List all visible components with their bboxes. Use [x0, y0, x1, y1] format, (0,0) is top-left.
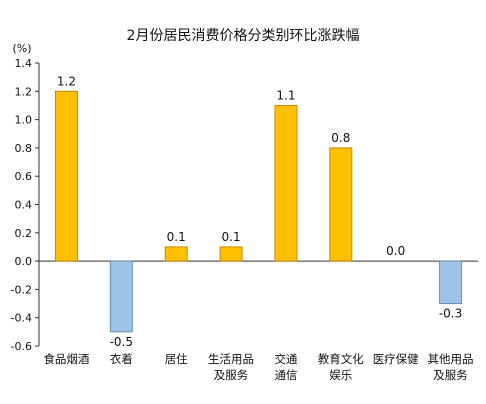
- y-tick-label: 1.2: [15, 85, 33, 98]
- y-tick-label: 0.8: [15, 142, 33, 155]
- x-tick-label: 医疗保健: [373, 352, 419, 366]
- y-tick-label: 1.0: [15, 114, 33, 127]
- y-axis-unit-label: (%): [12, 42, 31, 55]
- y-tick-label: 0.0: [15, 255, 33, 268]
- y-tick-label: 0.6: [15, 170, 33, 183]
- bar: [329, 147, 353, 262]
- x-tick-label: 食品烟酒: [43, 352, 89, 366]
- y-tick-label: 0.2: [15, 227, 33, 240]
- bar: [274, 104, 298, 262]
- bar: [164, 246, 188, 262]
- x-tick-label: 居住: [165, 352, 188, 366]
- data-label: 0.8: [331, 131, 350, 145]
- y-tick-label: 1.4: [15, 57, 33, 70]
- chart-title: 2月份居民消费价格分类别环比涨跌幅: [127, 28, 360, 44]
- x-tick-label: 及服务: [214, 368, 249, 382]
- x-tick-label: 衣着: [110, 352, 133, 366]
- y-tick-label: -0.4: [11, 312, 32, 325]
- data-label: 1.2: [57, 74, 76, 88]
- x-tick-label: 其他用品: [428, 352, 474, 366]
- x-tick-label: 通信: [274, 368, 297, 382]
- x-tick-label: 交通: [274, 352, 297, 366]
- x-tick-label: 生活用品: [208, 352, 254, 366]
- data-label: -0.3: [439, 307, 462, 321]
- bar: [219, 246, 243, 262]
- x-tick-label: 及服务: [433, 368, 468, 382]
- y-tick-label: 0.4: [15, 199, 33, 212]
- data-label: 0.1: [222, 230, 241, 244]
- x-tick-label: 娱乐: [329, 368, 352, 382]
- plot-area: 1.4 1.2 1.0 0.8 0.6 0.4 0.2 0.0 -0.2 -0.4 -0.6 1.2 食…: [11, 57, 478, 382]
- y-tick-label: -0.6: [11, 340, 32, 353]
- x-tick-label: 教育文化: [318, 352, 364, 366]
- y-tick-label: -0.2: [11, 283, 32, 296]
- bar: [439, 260, 463, 305]
- data-label: 0.1: [167, 230, 186, 244]
- data-label: 1.1: [276, 88, 295, 102]
- bar: [54, 90, 78, 262]
- data-label: -0.5: [110, 335, 133, 349]
- bar: [109, 260, 133, 333]
- data-label: 0.0: [386, 244, 405, 258]
